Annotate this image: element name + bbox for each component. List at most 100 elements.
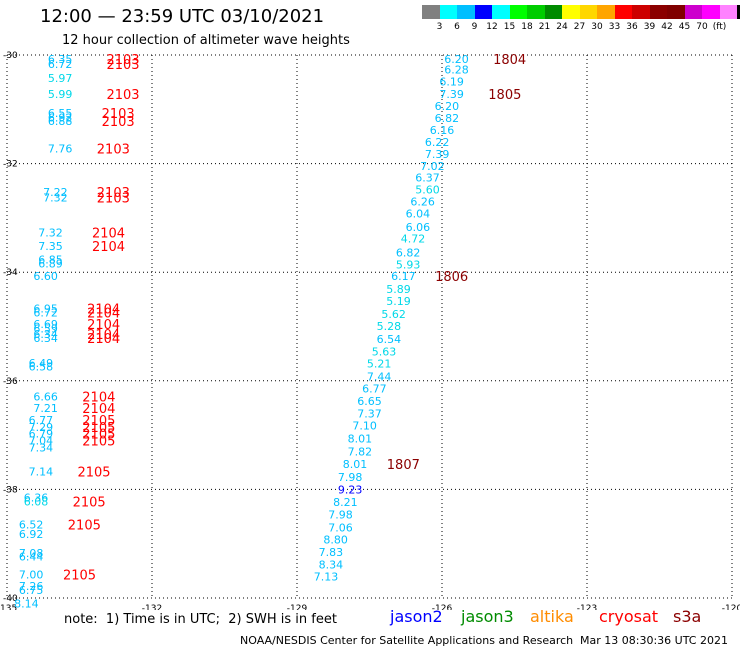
color-swatch bbox=[562, 5, 580, 19]
y-tick-label: -30 bbox=[3, 51, 18, 61]
time-label: 2104 bbox=[92, 240, 125, 255]
time-label: 1805 bbox=[488, 88, 521, 103]
color-scale-label: 18 bbox=[521, 22, 533, 32]
swh-value: 7.29 bbox=[29, 421, 54, 434]
swh-value: 7.98 bbox=[328, 508, 353, 521]
color-swatch bbox=[737, 5, 740, 19]
swh-value: 6.37 bbox=[415, 172, 440, 185]
swh-value: 7.44 bbox=[367, 370, 392, 383]
time-label: 2105 bbox=[63, 569, 96, 584]
color-scale-label: 45 bbox=[678, 22, 691, 32]
time-label: 2103 bbox=[102, 115, 135, 130]
swh-value: 7.10 bbox=[352, 419, 377, 432]
swh-value: 6.79 bbox=[29, 427, 54, 440]
swh-value: 7.21 bbox=[33, 402, 58, 415]
swh-value: 6.82 bbox=[396, 247, 421, 260]
color-swatch bbox=[492, 5, 510, 19]
time-label: 2103 bbox=[97, 191, 130, 206]
color-swatch bbox=[684, 5, 702, 19]
time-label: 2103 bbox=[106, 58, 139, 73]
color-scale-label: 30 bbox=[591, 22, 603, 32]
time-label: 2103 bbox=[97, 142, 130, 157]
legend-s3a: s3a bbox=[673, 607, 702, 626]
swh-value: 5.93 bbox=[396, 259, 421, 272]
swh-value: 7.98 bbox=[338, 471, 363, 484]
x-tick-label: -123 bbox=[577, 604, 597, 610]
color-scale-label: 21 bbox=[538, 22, 551, 32]
time-label: 2105 bbox=[73, 495, 106, 510]
swh-value: 6.20 bbox=[435, 100, 460, 113]
swh-value: 7.32 bbox=[38, 227, 63, 240]
color-scale-label: (ft) bbox=[712, 22, 727, 32]
swh-value: 8.01 bbox=[343, 458, 368, 471]
color-scale-label: 9 bbox=[471, 22, 478, 32]
swh-value: 8.01 bbox=[348, 432, 373, 445]
swh-value: 6.82 bbox=[435, 112, 460, 125]
swh-value: 6.04 bbox=[406, 208, 431, 221]
y-tick-label: -36 bbox=[3, 377, 18, 387]
swh-value: 5.21 bbox=[367, 357, 392, 370]
color-swatch bbox=[649, 5, 667, 19]
x-tick-label: -129 bbox=[287, 604, 308, 610]
swh-value: 6.22 bbox=[425, 136, 450, 149]
swh-value: 8.34 bbox=[319, 558, 344, 571]
color-swatch bbox=[719, 5, 737, 19]
swh-value: 5.62 bbox=[381, 308, 406, 321]
color-scale-label: 39 bbox=[643, 22, 656, 32]
swh-value: 4.72 bbox=[401, 233, 426, 246]
time-label: 2105 bbox=[82, 421, 115, 436]
swh-value: 6.88 bbox=[48, 115, 73, 128]
swh-value: 6.34 bbox=[33, 332, 58, 345]
swh-value: 5.60 bbox=[415, 184, 440, 197]
swh-value: 5.28 bbox=[377, 320, 402, 333]
time-label: 2104 bbox=[87, 318, 120, 333]
y-tick-label: -32 bbox=[3, 160, 18, 170]
swh-value: 7.39 bbox=[439, 88, 464, 101]
swh-value: 6.55 bbox=[48, 107, 73, 120]
swh-value: 5.63 bbox=[372, 345, 397, 358]
x-tick-label: -135 bbox=[0, 604, 17, 610]
time-label: 1804 bbox=[493, 53, 526, 68]
swh-value: 7.22 bbox=[43, 186, 68, 199]
time-label: 2105 bbox=[82, 427, 115, 442]
swh-value: 7.14 bbox=[29, 465, 54, 478]
swh-value: 7.82 bbox=[348, 445, 373, 458]
color-scale-label: 6 bbox=[454, 22, 460, 32]
swh-value: 7.02 bbox=[420, 160, 445, 173]
swh-value: 7.76 bbox=[48, 142, 73, 155]
swh-value: 6.17 bbox=[391, 270, 416, 283]
swh-value: 8.80 bbox=[323, 533, 348, 546]
swh-value: 7.13 bbox=[314, 570, 339, 583]
wave-height-plot: -135 -132 -129 -126 -123 -120 -30 -32 -34 -36 -38 -… bbox=[0, 51, 740, 610]
color-swatch bbox=[527, 5, 545, 19]
y-tick-label: -34 bbox=[3, 268, 18, 278]
color-swatch bbox=[509, 5, 527, 19]
color-swatch bbox=[632, 5, 650, 19]
swh-value: 7.06 bbox=[328, 521, 353, 534]
swh-value: 6.85 bbox=[38, 254, 63, 267]
color-scale-label: 36 bbox=[626, 22, 638, 32]
footer-timestamp: Mar 13 08:30:36 UTC 2021 bbox=[580, 634, 728, 647]
swh-value: 6.72 bbox=[33, 306, 58, 319]
swh-value: 7.34 bbox=[29, 442, 54, 455]
color-scale-labels: 3 6 9 12 15 18 21 24 27 30 33 36 39 42 45 70 (ft) bbox=[422, 22, 740, 34]
legend-jason2: jason2 bbox=[390, 607, 443, 626]
color-swatch bbox=[614, 5, 632, 19]
swh-value: 6.52 bbox=[19, 519, 44, 532]
swh-value: 6.77 bbox=[29, 414, 54, 427]
color-swatch bbox=[702, 5, 720, 19]
color-swatch bbox=[597, 5, 615, 19]
legend-altika: altika bbox=[530, 607, 574, 626]
time-label: 2104 bbox=[87, 332, 120, 347]
color-scale-label: 70 bbox=[696, 22, 708, 32]
swh-value: 6.95 bbox=[33, 303, 58, 316]
swh-value: 6.06 bbox=[406, 221, 431, 234]
page-subtitle: 12 hour collection of altimeter wave hei… bbox=[62, 33, 350, 48]
time-label: 2105 bbox=[77, 465, 110, 480]
time-label: 2105 bbox=[82, 435, 115, 450]
swh-value: 7.26 bbox=[19, 580, 44, 593]
swh-value: 6.75 bbox=[19, 584, 44, 597]
swh-value: 6.89 bbox=[38, 258, 63, 271]
time-label: 1807 bbox=[387, 458, 420, 473]
swh-value: 8.14 bbox=[14, 597, 39, 610]
